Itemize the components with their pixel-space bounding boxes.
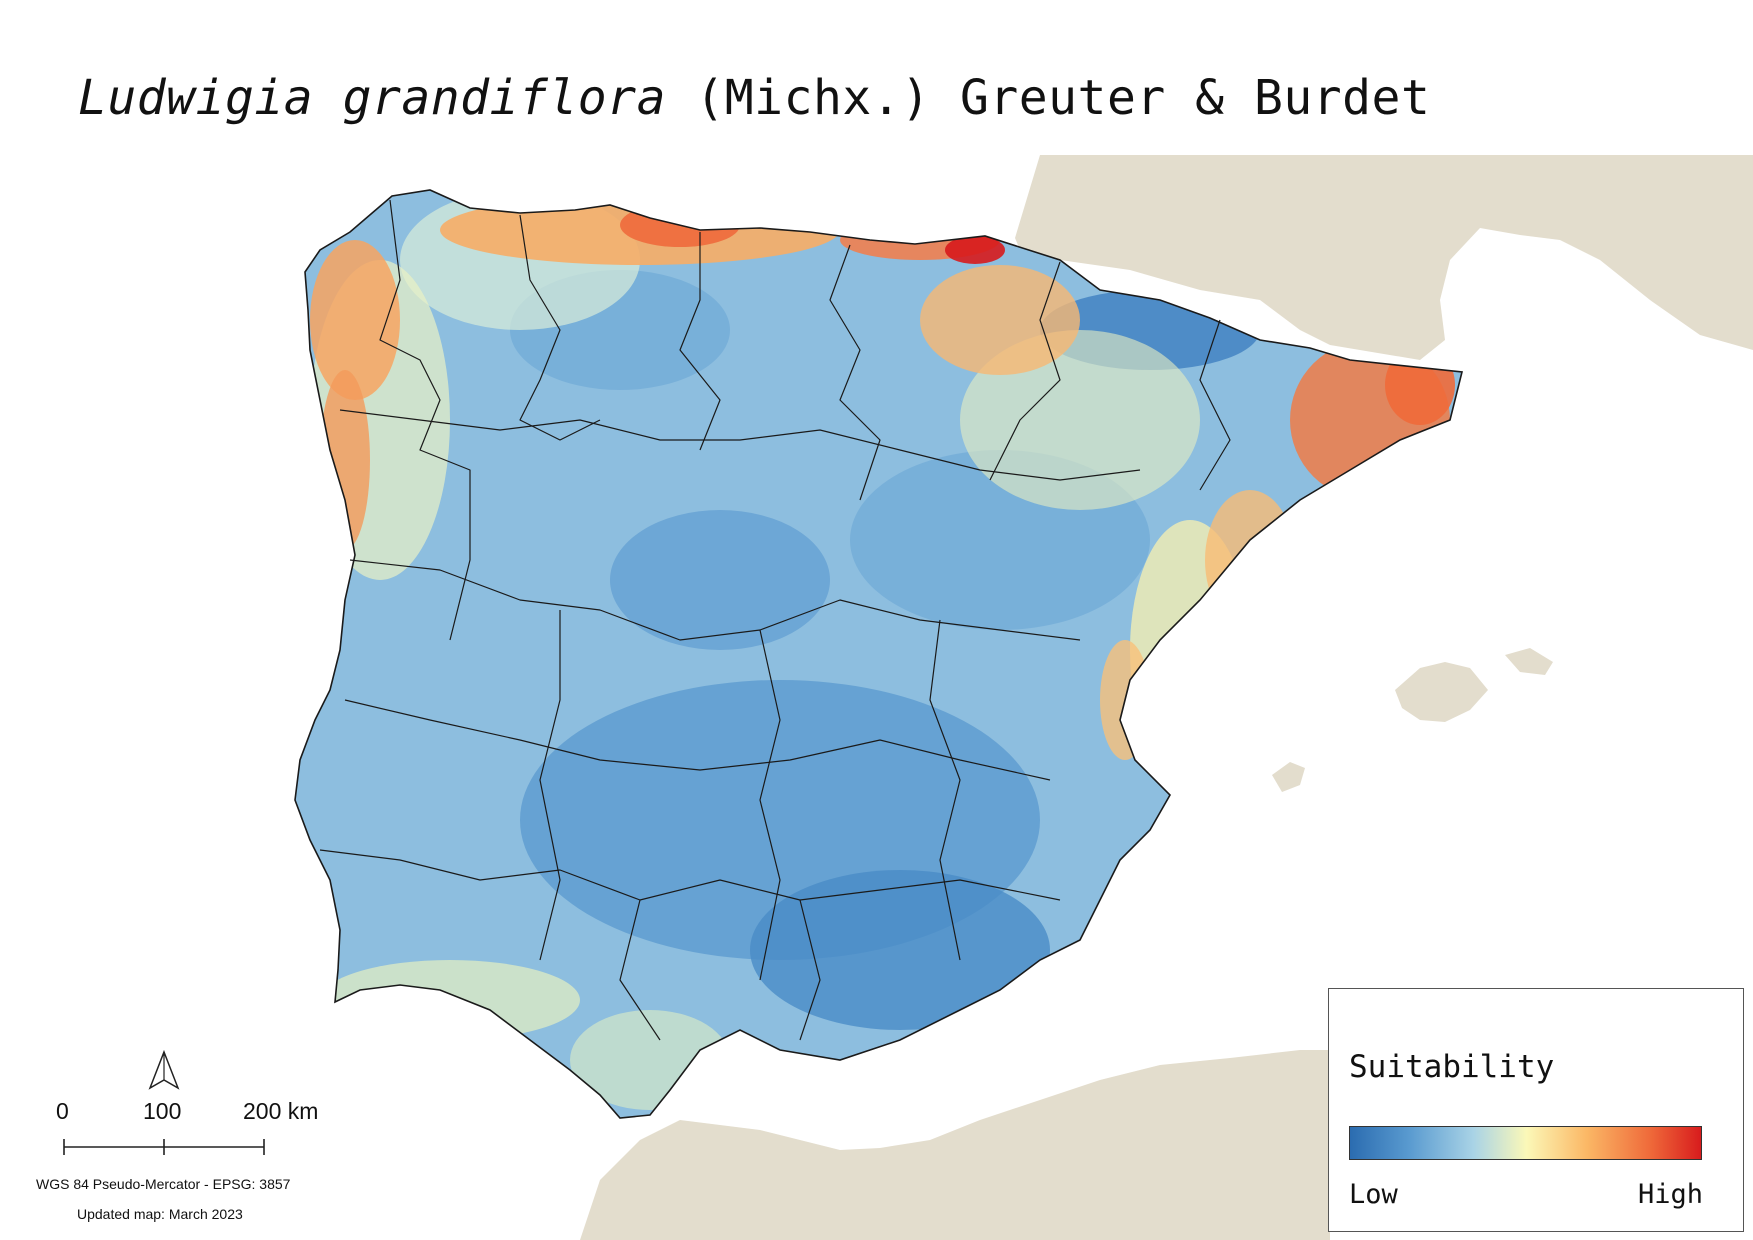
- page-title: Ludwigia grandiflora (Michx.) Greuter & …: [78, 70, 1430, 126]
- species-authority: (Michx.) Greuter & Burdet: [695, 70, 1431, 126]
- menorca-island: [1505, 648, 1553, 675]
- ibiza-island: [1272, 762, 1305, 792]
- scale-label-100: 100: [143, 1098, 182, 1124]
- north-arrow-icon: [148, 1049, 180, 1090]
- species-name: Ludwigia grandiflora: [78, 70, 666, 126]
- legend-color-ramp: [1349, 1126, 1702, 1160]
- legend-low-label: Low: [1349, 1179, 1398, 1210]
- scale-label-0: 0: [56, 1098, 69, 1124]
- mallorca-island: [1395, 662, 1488, 722]
- crs-note: WGS 84 Pseudo-Mercator - EPSG: 3857: [36, 1176, 291, 1192]
- province-borders: [319, 199, 1231, 1041]
- updated-note: Updated map: March 2023: [77, 1206, 243, 1222]
- legend-high-label: High: [1637, 1179, 1703, 1210]
- france-landmass: [1015, 155, 1753, 360]
- africa-landmass: [580, 1050, 1330, 1240]
- legend: Suitability Low High: [1328, 988, 1744, 1232]
- scale-label-200: 200 km: [243, 1098, 319, 1124]
- scale-bar: [63, 1139, 265, 1155]
- iberia-outline: [294, 189, 1463, 1119]
- legend-title: Suitability: [1349, 1049, 1555, 1085]
